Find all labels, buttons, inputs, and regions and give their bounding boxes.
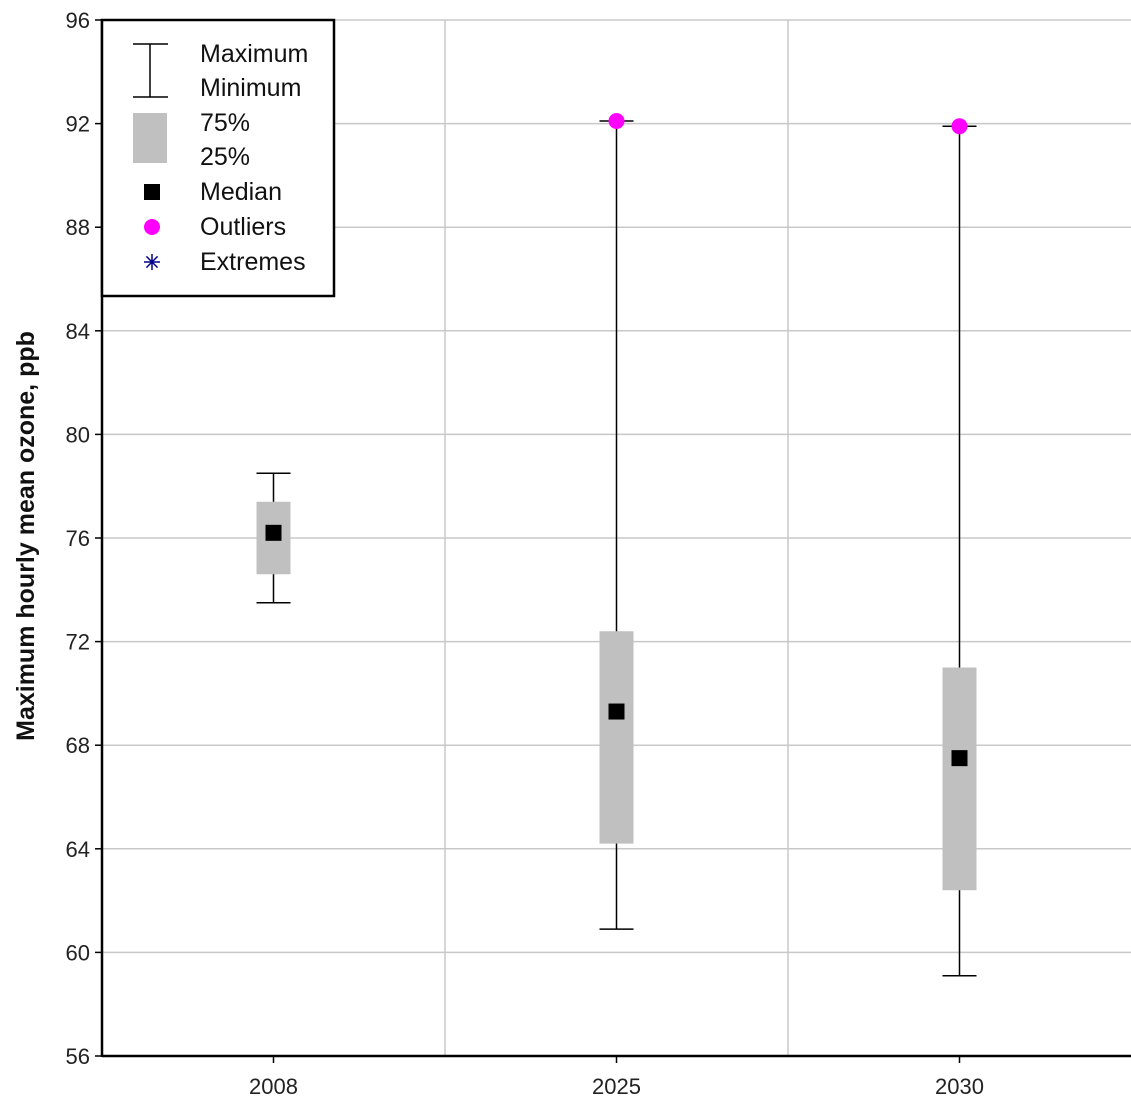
box-2030: [942, 118, 977, 977]
y-tick-label: 80: [66, 422, 90, 447]
box-2025: [599, 113, 634, 930]
legend: Maximum Minimum 75% 25% Median Outliers …: [100, 18, 336, 298]
legend-outlier-symbol: [144, 219, 160, 235]
legend-median-symbol: [144, 184, 160, 200]
legend-outliers-label: Outliers: [200, 213, 286, 241]
legend-median-label: Median: [200, 178, 282, 206]
legend-minimum-label: Minimum: [200, 74, 301, 102]
x-tick-labels: 2008 2025 2030: [249, 1074, 984, 1097]
iqr-box: [599, 631, 634, 844]
legend-box-symbol: [133, 113, 167, 163]
box-series: [256, 113, 977, 977]
y-tick-label: 96: [66, 8, 90, 33]
iqr-box: [942, 667, 977, 891]
y-tick-label: 76: [66, 526, 90, 551]
y-tick-label: 68: [66, 733, 90, 758]
x-tick-label: 2025: [592, 1074, 641, 1097]
box-2008: [256, 472, 291, 604]
legend-whisker-symbol: [133, 43, 168, 98]
y-tick-label: 92: [66, 112, 90, 137]
x-tick-label: 2008: [249, 1074, 298, 1097]
outlier-point: [608, 113, 625, 130]
legend-extreme-symbol: [144, 254, 160, 270]
median-marker: [265, 524, 282, 541]
legend-extremes-label: Extremes: [200, 248, 306, 276]
y-tick-labels: 56 60 64 68 72 76 80 84 88 92 96: [66, 8, 90, 1069]
extreme-star-stroke: [145, 255, 159, 269]
y-tick-label: 56: [66, 1044, 90, 1069]
y-tick-label: 72: [66, 630, 90, 655]
outlier-point: [951, 118, 968, 135]
y-tick-label: 84: [66, 319, 90, 344]
y-tick-label: 88: [66, 215, 90, 240]
median-marker: [608, 703, 625, 720]
x-tick-label: 2030: [935, 1074, 984, 1097]
y-tick-label: 64: [66, 837, 90, 862]
median-marker: [951, 750, 968, 767]
y-axis-label: Maximum hourly mean ozone, ppb: [12, 331, 40, 741]
legend-q3-label: 75%: [200, 109, 250, 137]
legend-q1-label: 25%: [200, 143, 250, 171]
legend-maximum-label: Maximum: [200, 40, 308, 68]
y-tick-label: 60: [66, 940, 90, 965]
